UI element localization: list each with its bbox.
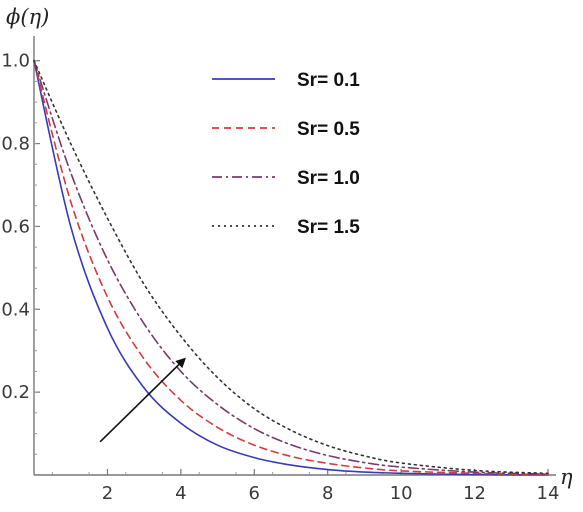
x-tick-label: 4 <box>175 483 186 504</box>
increase-arrow <box>99 357 186 443</box>
series-line-1 <box>33 59 549 476</box>
x-tick-label: 8 <box>322 483 333 504</box>
y-tick-label: 0.4 <box>1 299 30 320</box>
series-line-3 <box>33 59 549 475</box>
y-tick-label: 0.8 <box>1 134 30 155</box>
legend: Sr= 0.1 Sr= 0.5 Sr= 1.0 Sr= 1.5 <box>212 70 360 238</box>
y-axis-label: ϕ(η) <box>6 5 49 29</box>
x-tick-label: 10 <box>390 483 413 504</box>
legend-label-3: Sr= 1.0 <box>297 168 360 189</box>
x-axis-label: η <box>560 465 573 489</box>
legend-label-2: Sr= 0.5 <box>297 119 360 140</box>
annotation-layer <box>99 357 186 443</box>
x-tick-label: 6 <box>249 483 260 504</box>
series-layer <box>33 59 549 476</box>
y-tick-label: 0.6 <box>1 216 30 237</box>
y-tick-label: 1.0 <box>1 51 30 72</box>
x-tick-label: 12 <box>463 483 486 504</box>
series-line-4 <box>33 59 549 475</box>
axes: 2 4 6 8 10 12 14 0.2 0.4 0.6 0.8 1.0 <box>1 36 559 504</box>
x-tick-label: 2 <box>102 483 113 504</box>
legend-label-4: Sr= 1.5 <box>297 217 360 238</box>
series-line-2 <box>33 59 549 476</box>
legend-label-1: Sr= 0.1 <box>297 70 360 91</box>
y-tick-label: 0.2 <box>1 382 30 403</box>
x-tick-label: 14 <box>537 483 560 504</box>
